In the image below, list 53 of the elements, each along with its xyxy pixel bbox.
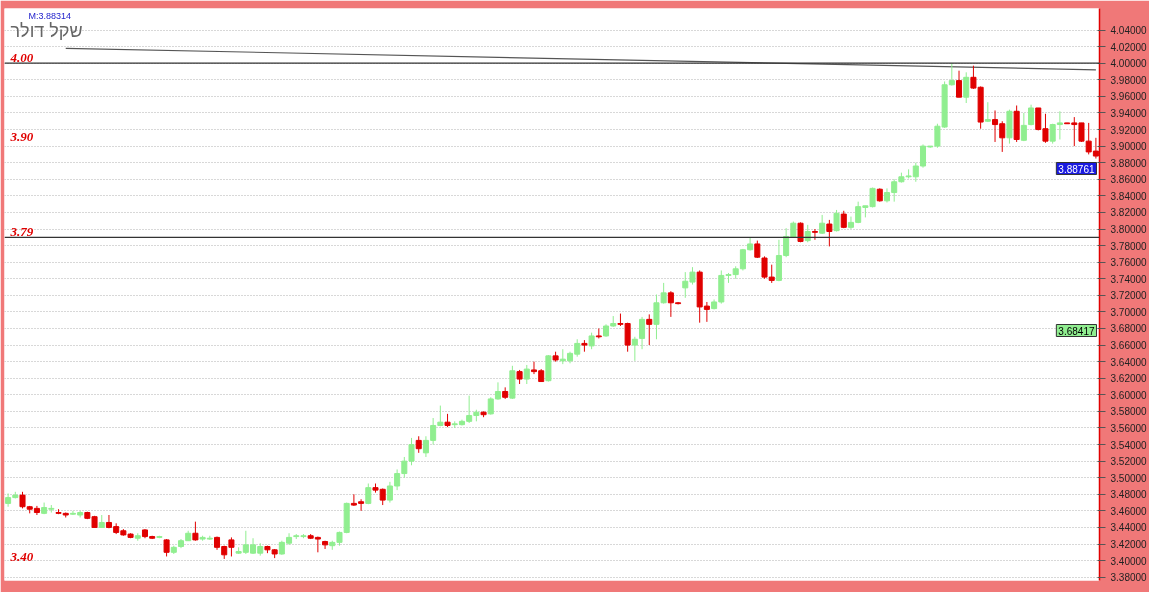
- y-tick-label: 3.46000: [1110, 505, 1148, 517]
- candlestick: [631, 336, 638, 362]
- candlestick: [523, 364, 530, 385]
- y-tick-label: 3.70000: [1110, 306, 1148, 318]
- annotation: 3.40: [9, 548, 34, 564]
- y-tick-label: 3.88000: [1110, 157, 1148, 169]
- candlestick: [639, 316, 646, 350]
- y-tick-label: 3.54000: [1110, 439, 1148, 451]
- y-tick-label: 3.80000: [1110, 224, 1148, 236]
- y-tick-label: 3.50000: [1110, 472, 1148, 484]
- y-tick-label: 3.92000: [1110, 124, 1148, 136]
- y-tick-label: 3.68000: [1110, 323, 1148, 335]
- candlestick: [1020, 112, 1027, 142]
- candlestick: [819, 214, 826, 235]
- y-tick-label: 3.76000: [1110, 257, 1148, 269]
- candlestick: [826, 219, 833, 247]
- y-tick-label: 3.86000: [1110, 174, 1148, 186]
- y-tick-label: 3.44000: [1110, 522, 1148, 534]
- y-tick-label: 3.74000: [1110, 273, 1148, 285]
- candlestick: [192, 521, 199, 542]
- candlestick: [963, 71, 970, 104]
- candlestick: [811, 228, 818, 241]
- y-tick-label: 3.62000: [1110, 373, 1148, 385]
- y-tick-label: 3.60000: [1110, 389, 1148, 401]
- y-tick-label: 4.02000: [1110, 41, 1148, 53]
- ref-line-label: 3.79: [9, 224, 34, 240]
- annotation: M:3.88314: [28, 10, 72, 21]
- y-tick-label: 3.90000: [1110, 141, 1148, 153]
- y-tick-label: 4.04000: [1110, 25, 1148, 37]
- y-tick-label: 3.40000: [1110, 555, 1148, 567]
- y-tick-label: 3.82000: [1110, 207, 1148, 219]
- annotation: 3.88761: [1058, 163, 1095, 175]
- y-tick-label: 3.64000: [1110, 356, 1148, 368]
- y-tick-label: 3.42000: [1110, 539, 1148, 551]
- text: שקל דולר: [10, 20, 83, 41]
- annotation: 3.90: [9, 128, 34, 144]
- y-tick-label: 3.58000: [1110, 406, 1148, 418]
- y-tick-label: 3.96000: [1110, 91, 1148, 103]
- y-tick-label: 3.84000: [1110, 190, 1148, 202]
- candlestick: [956, 70, 963, 98]
- y-tick-label: 3.98000: [1110, 74, 1148, 86]
- ref-line-label: 4.00: [9, 50, 34, 66]
- y-tick-label: 3.38000: [1110, 572, 1148, 584]
- candlestick: [646, 313, 653, 346]
- y-tick-label: 3.48000: [1110, 489, 1148, 501]
- y-tick-label: 4.00000: [1110, 58, 1148, 70]
- y-tick-label: 3.52000: [1110, 456, 1148, 468]
- y-tick-label: 3.94000: [1110, 107, 1148, 119]
- y-tick-label: 3.72000: [1110, 290, 1148, 302]
- y-tick-label: 3.56000: [1110, 422, 1148, 434]
- y-tick-label: 3.78000: [1110, 240, 1148, 252]
- annotation: 3.68417: [1058, 325, 1095, 337]
- y-tick-label: 3.66000: [1110, 340, 1148, 352]
